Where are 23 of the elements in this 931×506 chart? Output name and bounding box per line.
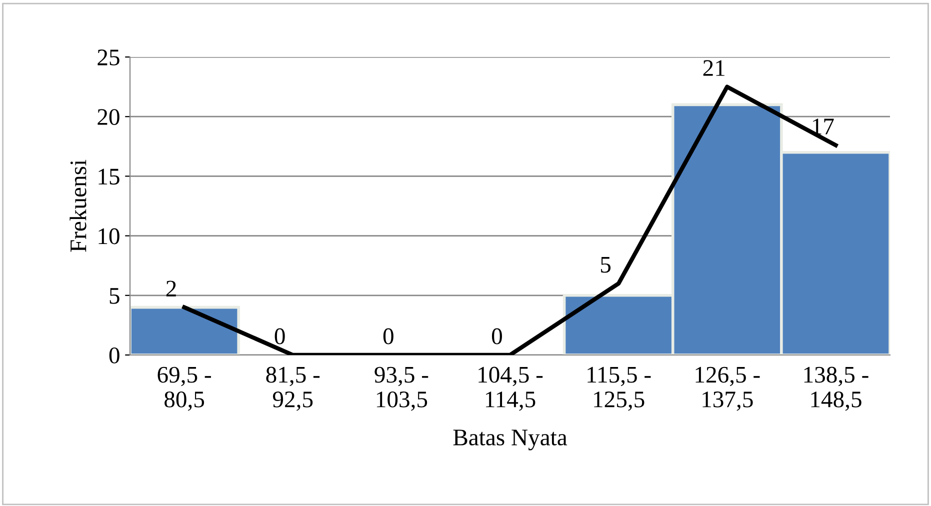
y-axis-title: Frekuensi [70,160,86,252]
bar [130,306,240,355]
y-tick-label: 20 [98,109,120,126]
data-label: 21 [703,60,725,76]
annotation: 2 [166,280,176,296]
y-tick-label: 25 [98,50,120,66]
data-label: 5 [601,257,611,273]
data-label: 0 [383,328,394,344]
x-tick-label: 138,5 - 148,5 [804,366,868,411]
y-tick-label: 5 [110,288,120,304]
y-tick-label: 0 [109,347,120,364]
x-tick-label: 115,5 - 125,5 [588,366,651,411]
x-axis-title: Batas Nyata [453,430,568,450]
x-tick-label: 81,5 - 92,5 [266,366,320,411]
x-tick-label: 69,5 - 80,5 [158,366,211,411]
data-label: 0 [274,328,285,344]
x-tick-label: 93,5 - 103,5 [374,366,428,411]
x-tick-label: 126,5 - 137,5 [696,366,760,411]
y-tick-label: 15 [98,168,120,185]
y-tick-label: 10 [98,228,120,244]
data-label: 0 [492,328,502,344]
x-tick-label: 104,5 - 114,5 [478,366,543,411]
line-series [182,84,838,355]
